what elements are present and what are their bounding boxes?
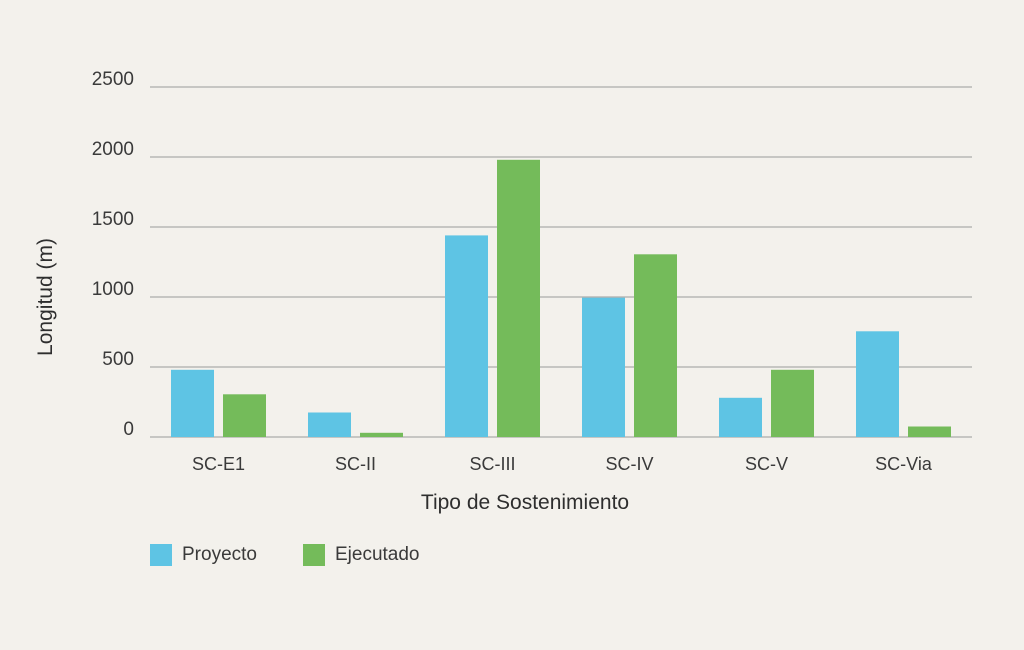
y-tick-1500: 1500: [92, 209, 134, 230]
bar-sc-ii-proyecto: [308, 412, 351, 437]
bar-sc-v-proyecto: [719, 397, 762, 437]
x-tick-sc-via: SC-Via: [875, 454, 933, 474]
x-tick-sc-e1: SC-E1: [192, 454, 245, 474]
bar-sc-iv-ejecutado: [634, 254, 677, 437]
y-tick-1000: 1000: [92, 279, 134, 300]
bars: [171, 159, 951, 438]
gridlines: [150, 86, 972, 438]
bar-sc-via-ejecutado: [908, 426, 951, 437]
x-tick-labels: SC-E1 SC-II SC-III SC-IV SC-V SC-Via: [192, 454, 933, 474]
bar-sc-via-proyecto: [856, 331, 899, 437]
y-tick-labels: 0 500 1000 1500 2000 2500: [92, 69, 134, 440]
bar-sc-e1-ejecutado: [223, 394, 266, 437]
bar-sc-iii-ejecutado: [497, 159, 540, 438]
legend-label-ejecutado: Ejecutado: [334, 544, 420, 565]
y-tick-500: 500: [102, 349, 134, 370]
legend-item-proyecto: Proyecto: [150, 544, 257, 566]
bar-sc-v-ejecutado: [771, 369, 814, 437]
legend-swatch-proyecto: [150, 544, 172, 566]
bar-sc-e1-proyecto: [171, 369, 214, 437]
y-axis-label: Longitud (m): [34, 238, 57, 356]
x-tick-sc-ii: SC-II: [335, 454, 376, 474]
bar-sc-ii-ejecutado: [360, 432, 403, 437]
x-tick-sc-v: SC-V: [745, 454, 788, 474]
y-tick-0: 0: [123, 419, 134, 440]
y-tick-2500: 2500: [92, 69, 134, 90]
x-tick-sc-iv: SC-IV: [605, 454, 653, 474]
bar-sc-iv-proyecto: [582, 297, 625, 437]
x-tick-sc-iii: SC-III: [469, 454, 515, 474]
legend: Proyecto Ejecutado: [150, 544, 466, 566]
bar-sc-iii-proyecto: [445, 235, 488, 437]
legend-label-proyecto: Proyecto: [182, 544, 257, 565]
y-tick-2000: 2000: [92, 139, 134, 160]
legend-swatch-ejecutado: [302, 544, 325, 566]
x-axis-label: Tipo de Sostenimiento: [421, 491, 629, 514]
legend-item-ejecutado: Ejecutado: [302, 544, 420, 566]
